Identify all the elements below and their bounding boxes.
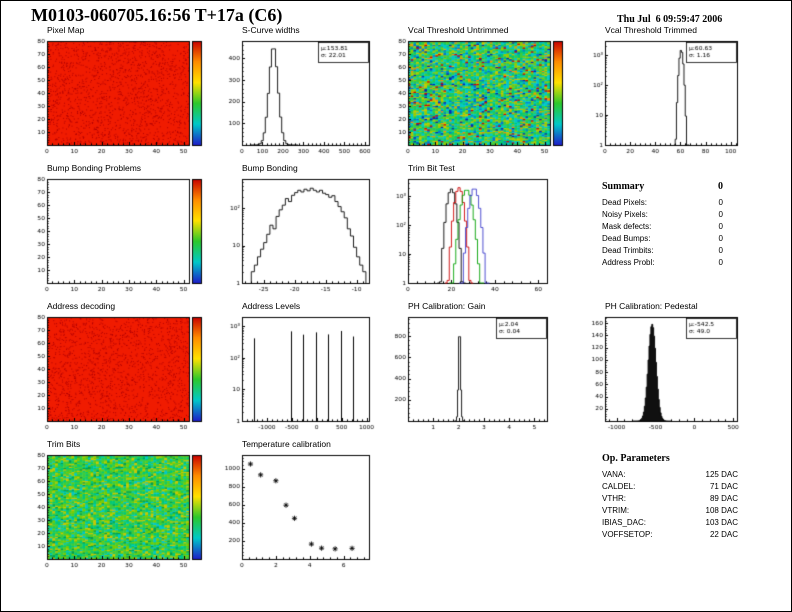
vcal-untrimmed-plot <box>382 36 574 160</box>
ph-gain-plot <box>382 312 554 436</box>
op-row-vtrim: VTRIM: 108 DAC <box>602 505 738 517</box>
address-decoding-plot <box>21 312 213 436</box>
temperature-plot <box>216 450 376 574</box>
summary-row-value: 0 <box>718 234 723 243</box>
summary-row-value: 0 <box>718 222 723 231</box>
ph-gain-title: PH Calibration: Gain <box>408 301 486 311</box>
op-row-label: CALDEL: <box>602 482 636 491</box>
trim-bits-plot <box>21 450 213 574</box>
op-row-label: VTRIM: <box>602 506 630 515</box>
summary-total: 0 <box>718 181 723 192</box>
scurve-widths-pad: S-Curve widths <box>216 25 376 160</box>
trim-bit-test-title: Trim Bit Test <box>408 163 455 173</box>
vcal-trimmed-title: Vcal Threshold Trimmed <box>605 25 697 35</box>
op-row-voffsetop: VOFFSETOP: 22 DAC <box>602 529 738 541</box>
bump-bonding-title: Bump Bonding <box>242 163 298 173</box>
op-row-label: IBIAS_DAC: <box>602 518 647 527</box>
summary-row-label: Dead Bumps: <box>602 234 651 243</box>
address-levels-title: Address Levels <box>242 301 301 311</box>
trim-bits-title: Trim Bits <box>47 439 81 449</box>
summary-row-dead-bumps: Dead Bumps: 0 <box>602 233 723 245</box>
bump-problems-plot <box>21 174 213 298</box>
bump-bonding-pad: Bump Bonding <box>216 163 376 298</box>
timestamp: Thu Jul 6 09:59:47 2006 <box>617 14 723 25</box>
scurve-widths-title: S-Curve widths <box>242 25 300 35</box>
op-row-ibias-dac: IBIAS_DAC: 103 DAC <box>602 517 738 529</box>
summary-row-label: Address Probl: <box>602 258 655 267</box>
trim-bit-test-plot <box>382 174 554 298</box>
pixel-map-pad: Pixel Map <box>21 25 213 160</box>
op-row-value: 22 DAC <box>709 530 738 539</box>
op-row-value: 89 DAC <box>709 494 738 503</box>
summary-row-mask-defects: Mask defects: 0 <box>602 221 723 233</box>
op-row-value: 71 DAC <box>709 482 738 491</box>
summary-title: Summary <box>602 181 645 192</box>
op-row-label: VANA: <box>602 470 626 479</box>
op-row-vana: VANA: 125 DAC <box>602 469 738 481</box>
summary-row-label: Dead Trimbits: <box>602 246 654 255</box>
vcal-trimmed-pad: Vcal Threshold Trimmed <box>579 25 744 160</box>
pixel-map-plot <box>21 36 213 160</box>
op-row-caldel: CALDEL: 71 DAC <box>602 481 738 493</box>
pixel-map-title: Pixel Map <box>47 25 85 35</box>
temperature-pad: Temperature calibration <box>216 439 376 574</box>
summary-row-dead-pixels: Dead Pixels: 0 <box>602 197 723 209</box>
summary-row-label: Dead Pixels: <box>602 198 647 207</box>
summary-row-value: 0 <box>718 210 723 219</box>
summary-row-address-probl: Address Probl: 0 <box>602 257 723 269</box>
summary-row-noisy-pixels: Noisy Pixels: 0 <box>602 209 723 221</box>
op-row-label: VOFFSETOP: <box>602 530 653 539</box>
summary-row-value: 0 <box>718 198 723 207</box>
bump-problems-title: Bump Bonding Problems <box>47 163 142 173</box>
vcal-untrimmed-pad: Vcal Threshold Untrimmed <box>382 25 574 160</box>
op-row-value: 125 DAC <box>705 470 738 479</box>
vcal-untrimmed-title: Vcal Threshold Untrimmed <box>408 25 509 35</box>
summary-header: Summary 0 <box>602 181 723 192</box>
summary-row-label: Mask defects: <box>602 222 652 231</box>
ph-pedestal-plot <box>579 312 744 436</box>
address-levels-plot <box>216 312 376 436</box>
address-decoding-title: Address decoding <box>47 301 116 311</box>
vcal-trimmed-plot <box>579 36 744 160</box>
page-title: M0103-060705.16:56 T+17a (C6) <box>31 5 283 25</box>
summary-row-value: 0 <box>718 246 723 255</box>
summary-row-value: 0 <box>718 258 723 267</box>
bump-problems-pad: Bump Bonding Problems <box>21 163 213 298</box>
temperature-title: Temperature calibration <box>242 439 331 449</box>
op-parameters-title: Op. Parameters <box>602 453 670 464</box>
op-row-vthr: VTHR: 89 DAC <box>602 493 738 505</box>
summary-panel: Summary 0 Dead Pixels: 0 Noisy Pixels: 0… <box>602 181 723 269</box>
op-row-label: VTHR: <box>602 494 626 503</box>
summary-row-dead-trimbits: Dead Trimbits: 0 <box>602 245 723 257</box>
address-levels-pad: Address Levels <box>216 301 376 436</box>
op-row-value: 103 DAC <box>705 518 738 527</box>
scurve-widths-plot <box>216 36 376 160</box>
trim-bit-test-pad: Trim Bit Test <box>382 163 554 298</box>
address-decoding-pad: Address decoding <box>21 301 213 436</box>
ph-pedestal-pad: PH Calibration: Pedestal <box>579 301 744 436</box>
ph-pedestal-title: PH Calibration: Pedestal <box>605 301 698 311</box>
op-parameters-panel: Op. Parameters VANA: 125 DAC CALDEL: 71 … <box>602 453 738 541</box>
trim-bits-pad: Trim Bits <box>21 439 213 574</box>
op-parameters-header: Op. Parameters <box>602 453 738 464</box>
ph-gain-pad: PH Calibration: Gain <box>382 301 554 436</box>
summary-row-label: Noisy Pixels: <box>602 210 648 219</box>
bump-bonding-plot <box>216 174 376 298</box>
op-row-value: 108 DAC <box>705 506 738 515</box>
